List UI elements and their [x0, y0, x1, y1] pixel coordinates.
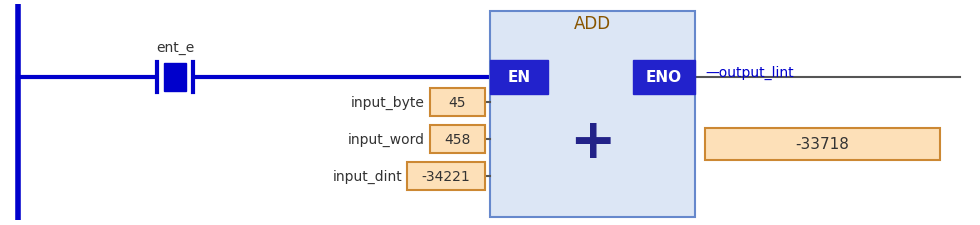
- Text: —output_lint: —output_lint: [705, 66, 794, 80]
- Text: input_dint: input_dint: [332, 169, 402, 183]
- Bar: [164, 64, 186, 92]
- Bar: [490, 12, 695, 217]
- Bar: [407, 162, 485, 190]
- Text: 458: 458: [444, 132, 470, 146]
- Bar: [430, 89, 485, 117]
- Text: -34221: -34221: [421, 169, 470, 183]
- Text: EN: EN: [508, 70, 530, 85]
- Bar: [490, 61, 548, 94]
- Text: -33718: -33718: [796, 137, 850, 152]
- Text: input_byte: input_byte: [351, 95, 425, 110]
- Text: ADD: ADD: [574, 15, 612, 33]
- Text: +: +: [569, 115, 615, 169]
- Bar: [430, 126, 485, 153]
- Text: ENO: ENO: [646, 70, 682, 85]
- Text: 45: 45: [449, 96, 466, 110]
- Bar: [705, 128, 940, 160]
- Text: ent_e: ent_e: [156, 41, 194, 55]
- Bar: [633, 61, 695, 94]
- Text: input_word: input_word: [348, 132, 425, 146]
